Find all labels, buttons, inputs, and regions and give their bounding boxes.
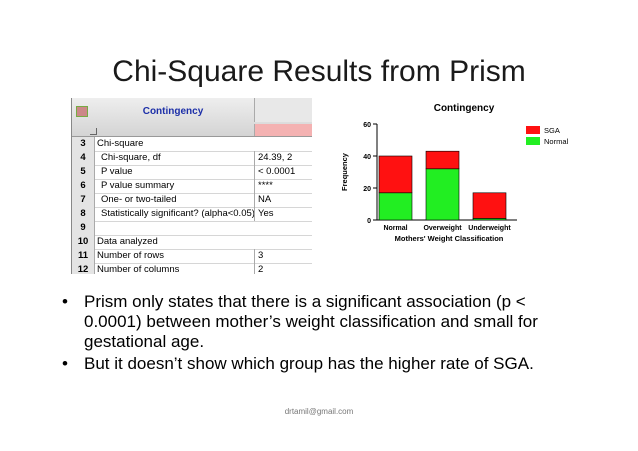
prism-table-header: Contingency: [72, 98, 312, 137]
row-label: P value: [101, 166, 133, 177]
row-number: 10: [72, 235, 95, 249]
bullet-list: • Prism only states that there is a sign…: [62, 292, 582, 376]
bar-segment: [425, 150, 460, 170]
row-label: Statistically significant? (alpha<0.05): [101, 208, 255, 219]
bar-segment: [378, 192, 413, 221]
table-icon[interactable]: [76, 106, 88, 117]
table-row[interactable]: 4 Chi-square, df 24.39, 2: [72, 151, 312, 166]
row-number: 8: [72, 207, 95, 221]
y-tick-label: 60: [363, 122, 371, 129]
row-number: 5: [72, 165, 95, 179]
legend-label: SGA: [544, 126, 560, 135]
bar-segment: [425, 168, 460, 221]
table-row[interactable]: 11 Number of rows 3: [72, 249, 312, 264]
bullet-dot-icon: •: [62, 354, 68, 373]
x-tick-label: Overweight: [423, 225, 462, 232]
table-title: Contingency: [142, 106, 204, 117]
row-value[interactable]: 2: [254, 263, 312, 274]
row-label: Number of columns: [97, 264, 180, 274]
chart-title: Contingency: [433, 103, 495, 114]
row-value[interactable]: NA: [254, 193, 312, 207]
chart-legend: SGA Normal: [526, 126, 569, 146]
row-number: 9: [72, 221, 95, 235]
column-a-subheader[interactable]: [254, 124, 312, 136]
bar-segment: [378, 155, 413, 194]
table-row[interactable]: 10 Data analyzed: [72, 235, 312, 250]
row-number: 11: [72, 249, 95, 263]
x-tick-label: Normal: [383, 225, 407, 232]
row-number: 12: [72, 263, 95, 274]
x-tick-label: Underweight: [468, 225, 511, 232]
row-value[interactable]: 3: [254, 249, 312, 263]
row-number: 7: [72, 193, 95, 207]
row-number: 4: [72, 151, 95, 165]
contingency-chart: 0 20 40 60 Frequency Normal Overweight Underwei…: [340, 122, 517, 243]
row-label: Data analyzed: [97, 236, 158, 247]
row-label: P value summary: [101, 180, 175, 191]
table-row[interactable]: 5 P value < 0.0001: [72, 165, 312, 180]
resize-corner-icon[interactable]: [90, 128, 97, 135]
table-row[interactable]: 9: [72, 221, 312, 236]
bullet-text: But it doesn’t show which group has the …: [84, 354, 534, 373]
row-label: Chi-square: [97, 138, 144, 149]
bullet-text: Prism only states that there is a signif…: [84, 292, 538, 351]
row-number: 6: [72, 179, 95, 193]
table-row[interactable]: 8 Statistically significant? (alpha<0.05)…: [72, 207, 312, 222]
prism-results-table: Contingency 3 Chi-square 4 Chi-square, df 24…: [71, 98, 312, 274]
row-number: 3: [72, 137, 95, 151]
row-label: Chi-square, df: [101, 152, 161, 163]
row-label: Number of rows: [97, 250, 165, 261]
table-row[interactable]: 6 P value summary ****: [72, 179, 312, 194]
bar-segment: [472, 192, 507, 219]
legend-swatch: [526, 137, 540, 145]
table-row[interactable]: 12 Number of columns 2: [72, 263, 312, 274]
bullet-item: • Prism only states that there is a sign…: [62, 292, 582, 352]
y-tick-label: 40: [363, 154, 371, 161]
y-tick-label: 0: [367, 218, 371, 225]
row-value[interactable]: ****: [254, 179, 312, 193]
legend-label: Normal: [544, 137, 569, 146]
table-row[interactable]: 3 Chi-square: [72, 137, 312, 152]
row-label: One- or two-tailed: [101, 194, 177, 205]
bullet-dot-icon: •: [62, 292, 68, 311]
y-axis-label: Frequency: [340, 152, 349, 191]
row-value[interactable]: < 0.0001: [254, 165, 312, 179]
y-tick-label: 20: [363, 186, 371, 193]
table-row[interactable]: 7 One- or two-tailed NA: [72, 193, 312, 208]
column-a-header[interactable]: [254, 98, 312, 122]
legend-swatch: [526, 126, 540, 134]
slide-title: Chi-Square Results from Prism: [112, 55, 526, 88]
row-value[interactable]: 24.39, 2: [254, 151, 312, 165]
footer-email: drtamil@gmail.com: [284, 407, 354, 416]
x-axis-label: Mothers' Weight Classification: [395, 234, 504, 243]
row-value[interactable]: Yes: [254, 207, 312, 221]
bullet-item: • But it doesn’t show which group has th…: [62, 354, 582, 374]
